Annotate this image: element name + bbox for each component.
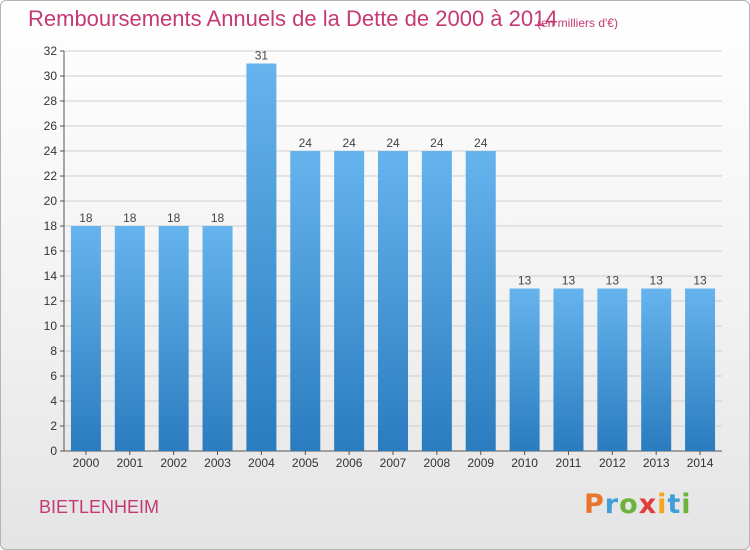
y-tick-label: 22 — [44, 169, 58, 183]
bar — [421, 151, 452, 451]
y-tick-label: 2 — [50, 419, 57, 433]
x-tick-label: 2003 — [204, 456, 231, 470]
y-tick-label: 0 — [50, 444, 57, 458]
y-tick-label: 32 — [44, 44, 58, 58]
data-label: 24 — [430, 136, 444, 150]
chart-title: Remboursements Annuels de la Dette de 20… — [28, 6, 558, 31]
x-tick-label: 2011 — [556, 456, 582, 470]
unit-note: (en milliers d'€) — [537, 16, 618, 30]
x-tick-label: 2006 — [336, 456, 363, 470]
y-tick-label: 8 — [50, 344, 57, 358]
data-label: 13 — [606, 274, 620, 288]
y-tick-label: 4 — [50, 394, 57, 408]
x-tick-label: 2007 — [380, 456, 407, 470]
bar — [465, 151, 496, 451]
y-tick-label: 20 — [44, 194, 58, 208]
x-tick-label: 2001 — [116, 456, 143, 470]
data-label: 24 — [386, 136, 400, 150]
data-label: 18 — [167, 211, 181, 225]
data-label: 24 — [299, 136, 313, 150]
x-tick-label: 2004 — [248, 456, 275, 470]
bar — [378, 151, 408, 451]
x-tick-label: 2013 — [643, 456, 670, 470]
data-label: 18 — [211, 211, 225, 225]
y-tick-label: 30 — [44, 69, 58, 83]
x-tick-label: 2010 — [511, 456, 538, 470]
proxiti-logo: Proxiti — [584, 489, 692, 520]
bar — [553, 288, 584, 451]
bar — [334, 151, 365, 451]
x-tick-label: 2012 — [599, 456, 626, 470]
y-tick-label: 12 — [44, 294, 58, 308]
data-label: 13 — [518, 274, 532, 288]
bar — [685, 288, 716, 451]
y-tick-label: 26 — [44, 119, 58, 133]
data-label: 13 — [562, 274, 576, 288]
data-label: 13 — [650, 274, 664, 288]
data-label: 24 — [474, 136, 488, 150]
y-tick-label: 14 — [44, 269, 58, 283]
y-tick-label: 24 — [44, 144, 58, 158]
y-tick-label: 18 — [44, 219, 58, 233]
x-tick-label: 2008 — [424, 456, 451, 470]
bar — [597, 288, 628, 451]
bar — [202, 226, 233, 451]
x-tick-label: 2005 — [292, 456, 319, 470]
bar — [509, 288, 540, 451]
data-label: 18 — [79, 211, 93, 225]
x-tick-label: 2014 — [687, 456, 714, 470]
x-tick-label: 2000 — [73, 456, 100, 470]
y-tick-label: 10 — [44, 319, 58, 333]
bar — [114, 226, 145, 451]
x-tick-label: 2009 — [467, 456, 494, 470]
bar — [641, 288, 672, 451]
y-tick-label: 6 — [50, 369, 57, 383]
y-tick-label: 28 — [44, 94, 58, 108]
data-label: 13 — [693, 274, 707, 288]
bar — [246, 63, 277, 451]
data-label: 31 — [255, 49, 269, 63]
y-tick-label: 16 — [44, 244, 58, 258]
bar — [290, 151, 321, 451]
bar — [70, 226, 101, 451]
data-label: 18 — [123, 211, 137, 225]
x-tick-label: 2002 — [160, 456, 187, 470]
commune-name: BIETLENHEIM — [39, 497, 160, 517]
bar — [158, 226, 189, 451]
data-label: 24 — [342, 136, 356, 150]
